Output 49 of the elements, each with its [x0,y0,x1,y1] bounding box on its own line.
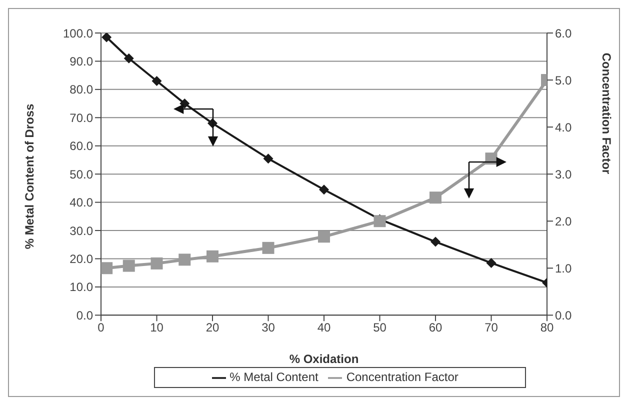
y-tick-label: 90.0 [70,54,94,68]
y-tick-label: 70.0 [70,110,94,125]
y2-axis-title: Concentration Factor [600,52,614,174]
x-tick-label: 40 [317,320,331,335]
x-axis-title: % Oxidation [289,352,359,366]
point [150,257,163,270]
x-tick-label: 20 [206,320,220,335]
y-tick-label: 50.0 [70,167,94,182]
x-tick-label: 70 [484,320,498,335]
x-tick-label: 60 [428,320,442,335]
y-axis-title: % Metal Content of Dross [22,103,36,250]
y2-tick-label: 0.0 [555,308,572,322]
point [318,230,330,243]
point [206,250,218,262]
x-tick-label: 10 [150,320,164,335]
y2-tick-label: 4.0 [555,120,572,134]
x-tick-label: 50 [373,320,387,335]
legend-label: % Metal Content [230,370,318,384]
point [374,215,386,228]
y2-tick-label: 1.0 [555,261,572,276]
y2-tick-label: 2.0 [555,214,572,228]
y-tick-label: 10.0 [70,280,94,294]
point [122,260,135,272]
x-tick-label: 30 [262,320,276,335]
y2-tick-label: 5.0 [555,73,572,88]
y-tick-label: 30.0 [70,224,94,238]
y-tick-label: 20.0 [70,252,94,266]
point [263,154,274,164]
point [262,242,274,254]
point [101,262,113,274]
point [180,98,190,109]
point [124,53,134,64]
point [102,33,112,42]
point [486,258,496,268]
legend-label: Concentration Factor [346,370,458,384]
point [152,76,162,86]
y-tick-label: 40.0 [70,196,94,210]
y-tick-label: 60.0 [70,139,94,154]
point [430,236,440,247]
x-tick-label: 80 [540,320,554,335]
x-tick-label: 0 [98,320,105,335]
point [319,184,329,195]
y2-tick-label: 6.0 [555,26,572,40]
point [178,254,191,266]
y-tick-label: 100.0 [62,26,94,40]
y-tick-label: 0.0 [76,308,94,322]
y2-tick-label: 3.0 [555,167,572,182]
y-tick-label: 80.0 [70,82,94,97]
point [430,192,442,204]
